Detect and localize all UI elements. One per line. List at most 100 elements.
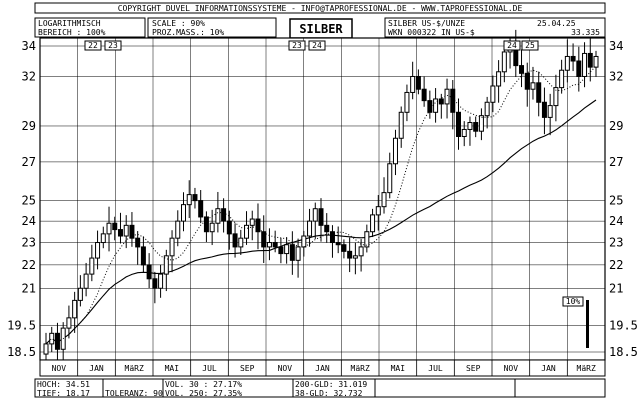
x-tick-label: MäRZ bbox=[125, 364, 144, 373]
candle-body bbox=[456, 111, 461, 137]
candle-body bbox=[249, 218, 255, 226]
x-tick-label: JUL bbox=[428, 364, 443, 373]
y-tick-right: 27 bbox=[609, 155, 623, 169]
y-tick-left: 23 bbox=[22, 236, 36, 250]
gld38-label: 38-GLD: 32.732 bbox=[295, 389, 363, 398]
candle-body bbox=[72, 299, 78, 319]
candle-body bbox=[570, 55, 576, 62]
candle-body bbox=[318, 208, 324, 226]
candle-body bbox=[112, 222, 118, 231]
candle-body bbox=[352, 255, 358, 259]
candle-body bbox=[95, 242, 101, 259]
scale-marker: 10% bbox=[566, 297, 581, 306]
y-tick-right: 22 bbox=[609, 258, 623, 272]
candle-body bbox=[593, 55, 599, 68]
hoch-label: HOCH: 34.51 bbox=[37, 380, 90, 389]
candle-body bbox=[261, 231, 267, 248]
candle-body bbox=[478, 115, 484, 132]
candle-body bbox=[541, 101, 547, 118]
candle-body bbox=[301, 235, 307, 248]
candle-body bbox=[347, 250, 353, 259]
candle-body bbox=[66, 317, 72, 329]
candle-body bbox=[117, 229, 123, 237]
candle-body bbox=[238, 237, 244, 248]
y-tick-left: 21 bbox=[22, 281, 36, 295]
candle-body bbox=[163, 255, 169, 275]
candle-body bbox=[335, 242, 341, 246]
candle-body bbox=[221, 208, 227, 222]
year-marker-box bbox=[288, 40, 306, 51]
candle-body bbox=[576, 60, 582, 77]
wkn-label: WKN 000322 IN US-$ bbox=[388, 28, 475, 37]
x-tick-label: MAI bbox=[391, 364, 406, 373]
x-tick-label: SEP bbox=[466, 364, 481, 373]
candle-body bbox=[427, 100, 433, 113]
year-marker: 22 bbox=[88, 41, 98, 50]
candle-body bbox=[329, 231, 335, 244]
candle-body bbox=[358, 246, 364, 257]
candle-body bbox=[215, 208, 221, 224]
candle-body bbox=[192, 194, 198, 202]
instrument-label: SILBER US-$/UNZE bbox=[388, 19, 465, 28]
candle-body bbox=[381, 192, 387, 208]
candle-body bbox=[186, 194, 192, 206]
candle-body bbox=[312, 208, 318, 222]
year-marker-box bbox=[84, 40, 102, 51]
x-tick-label: MäRZ bbox=[577, 364, 596, 373]
y-tick-left: 29 bbox=[22, 119, 36, 133]
candle-body bbox=[370, 214, 376, 233]
candle-body bbox=[181, 204, 186, 222]
candle-body bbox=[410, 75, 416, 93]
proz-mass-label: PROZ.MASS.: 10% bbox=[152, 28, 224, 37]
year-marker: 24 bbox=[312, 41, 322, 50]
candle-body bbox=[484, 101, 490, 117]
vol30-label: VOL. 30 : 27.17% bbox=[165, 380, 242, 389]
candle-body bbox=[49, 332, 55, 345]
x-tick-label: NOV bbox=[504, 364, 519, 373]
candle-body bbox=[272, 242, 278, 248]
candle-body bbox=[255, 218, 261, 233]
y-tick-right: 34 bbox=[609, 39, 623, 53]
x-tick-label: JUL bbox=[202, 364, 217, 373]
chart-title: SILBER bbox=[299, 22, 343, 36]
candle-body bbox=[226, 220, 232, 235]
candle-body bbox=[564, 55, 570, 71]
candle-body bbox=[553, 87, 559, 107]
candle-body bbox=[404, 91, 410, 113]
candle-body bbox=[278, 246, 284, 255]
y-tick-right: 19.5 bbox=[609, 319, 638, 333]
y-tick-left: 19.5 bbox=[7, 319, 36, 333]
year-marker: 25 bbox=[525, 41, 535, 50]
candle-body bbox=[473, 122, 479, 132]
candle-body bbox=[175, 220, 181, 239]
candle-body bbox=[295, 246, 301, 261]
candle-body bbox=[106, 222, 112, 235]
candle-body bbox=[307, 220, 313, 237]
candle-body bbox=[100, 233, 106, 244]
date-label: 25.04.25 bbox=[537, 19, 576, 28]
y-tick-left: 34 bbox=[22, 39, 36, 53]
candle-body bbox=[496, 71, 502, 87]
x-tick-label: JAN bbox=[315, 364, 330, 373]
x-tick-label: MäRZ bbox=[351, 364, 370, 373]
candle-body bbox=[547, 105, 553, 118]
year-marker-box bbox=[503, 40, 521, 51]
y-tick-left: 18.5 bbox=[7, 345, 36, 359]
x-tick-label: SEP bbox=[240, 364, 255, 373]
candle-body bbox=[467, 122, 473, 130]
x-tick-label: JAN bbox=[89, 364, 104, 373]
candle-body bbox=[158, 273, 164, 289]
gld200-label: 200-GLD: 31.019 bbox=[295, 380, 367, 389]
candle-body bbox=[398, 111, 404, 139]
candle-body bbox=[232, 233, 238, 248]
candle-body bbox=[536, 82, 542, 103]
log-label: LOGARITHMISCH bbox=[38, 19, 101, 28]
y-tick-right: 29 bbox=[609, 119, 623, 133]
candle-body bbox=[135, 237, 141, 248]
candle-body bbox=[89, 257, 95, 275]
candle-body bbox=[284, 244, 290, 255]
y-tick-left: 24 bbox=[22, 214, 36, 228]
candle-body bbox=[559, 69, 565, 89]
tief-label: TIEF: 18.17 bbox=[37, 389, 90, 398]
